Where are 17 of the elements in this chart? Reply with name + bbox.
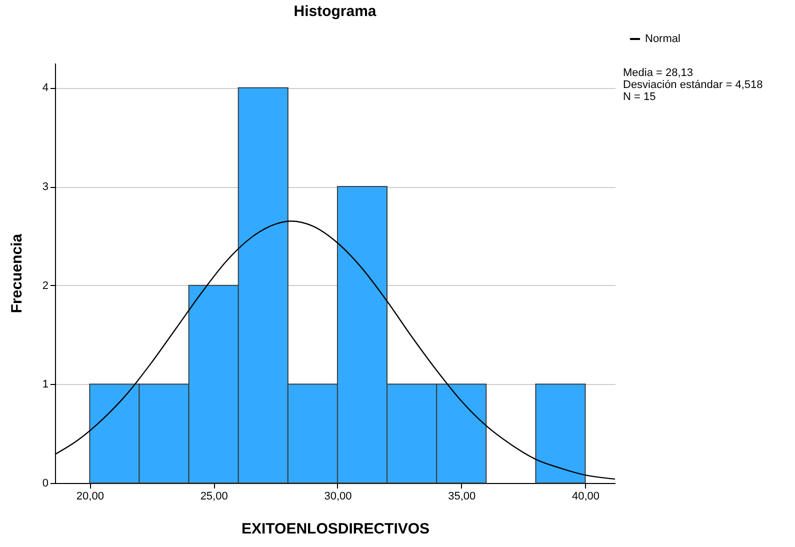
y-axis-title: Frecuencia: [8, 233, 26, 314]
chart-title: Histograma: [294, 3, 377, 20]
x-tick-label: 35,00: [448, 490, 476, 502]
y-tick-label: 3: [42, 181, 48, 194]
text: Media = 28,13: [623, 67, 694, 79]
text: Desviación estándar = 4,518: [623, 79, 763, 91]
y-tick-label: 0: [42, 478, 48, 490]
x-tick-label: 20,00: [76, 490, 104, 502]
x-tick-label: 40,00: [572, 490, 600, 502]
legend-label: Normal: [645, 33, 680, 45]
y-tick-label: 1: [42, 378, 48, 391]
x-axis-title: EXITOENLOSDIRECTIVOS: [241, 520, 430, 538]
y-tick-label: 2: [42, 280, 48, 292]
x-tick-label: 25,00: [200, 490, 228, 502]
text: N = 15: [623, 91, 656, 103]
y-tick-label: 4: [42, 82, 48, 94]
x-tick-label: 30,00: [324, 490, 352, 502]
